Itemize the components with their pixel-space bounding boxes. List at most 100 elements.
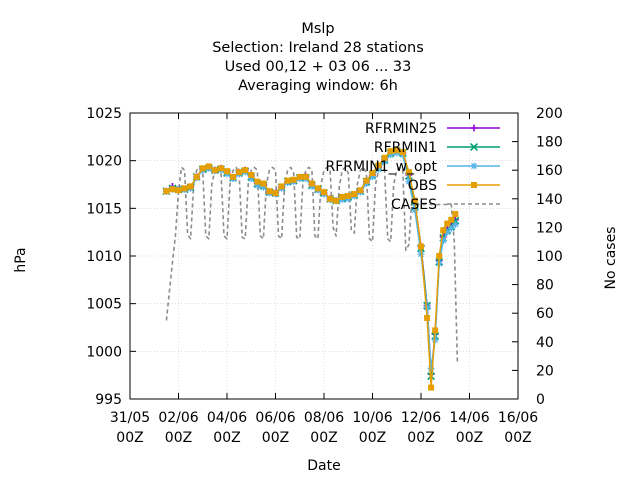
y-tick-label: 1000 bbox=[86, 344, 122, 360]
data-point bbox=[357, 187, 364, 194]
data-point bbox=[266, 188, 273, 195]
y2-tick-label: 60 bbox=[536, 306, 554, 322]
y-axis-ticks: 995 1000 1005 1010 1015 1020 1025 bbox=[86, 106, 136, 408]
y2-tick-label: 140 bbox=[536, 192, 563, 208]
title-line: Used 00,12 + 03 06 ... 33 bbox=[225, 59, 412, 75]
data-point bbox=[290, 176, 297, 183]
x-tick-label-hour: 00Z bbox=[165, 430, 192, 446]
data-point bbox=[427, 365, 435, 372]
x-tick-label-date: 04/06 bbox=[207, 410, 247, 426]
y2-tick-label: 160 bbox=[536, 163, 563, 179]
data-point bbox=[199, 165, 206, 172]
data-point bbox=[302, 173, 309, 180]
grid bbox=[130, 113, 518, 399]
data-point bbox=[181, 185, 188, 192]
x-tick-label-date: 06/06 bbox=[255, 410, 295, 426]
data-point bbox=[339, 193, 346, 200]
chart-title: Mslp Selection: Ireland 28 stations Used 0… bbox=[212, 21, 424, 94]
data-point bbox=[387, 151, 395, 159]
data-point bbox=[411, 197, 418, 204]
data-point bbox=[424, 314, 431, 321]
x-axis-label: Date bbox=[307, 458, 340, 474]
data-point bbox=[375, 162, 382, 169]
legend-marker bbox=[470, 143, 478, 151]
y2-tick-label: 120 bbox=[536, 220, 563, 236]
data-point bbox=[260, 180, 267, 187]
data-point bbox=[423, 304, 431, 311]
data-point bbox=[242, 167, 249, 174]
series-lines bbox=[162, 147, 460, 391]
x-tick-label-date: 02/06 bbox=[158, 410, 198, 426]
data-point bbox=[393, 147, 400, 154]
y2-tick-label: 100 bbox=[536, 249, 563, 265]
data-point bbox=[432, 327, 439, 334]
x-tick-label-hour: 00Z bbox=[359, 430, 386, 446]
data-point bbox=[363, 177, 370, 184]
data-point bbox=[163, 188, 170, 195]
data-point bbox=[444, 220, 451, 227]
x-tick-label-hour: 00Z bbox=[456, 430, 483, 446]
x-tick-label-date: 16/06 bbox=[498, 410, 538, 426]
data-point bbox=[175, 187, 182, 194]
legend-label: RFRMIN1 bbox=[374, 140, 437, 156]
data-point bbox=[314, 185, 321, 192]
data-point bbox=[448, 216, 455, 223]
y2-tick-label: 80 bbox=[536, 278, 554, 294]
title-line: Selection: Ireland 28 stations bbox=[212, 40, 424, 56]
y-tick-label: 1025 bbox=[86, 106, 122, 122]
data-point bbox=[381, 158, 389, 166]
data-point bbox=[333, 197, 340, 204]
data-point bbox=[381, 154, 388, 161]
x-tick-label-hour: 00Z bbox=[504, 430, 531, 446]
title-line: Averaging window: 6h bbox=[238, 78, 398, 94]
data-point bbox=[296, 173, 303, 180]
data-point bbox=[428, 384, 435, 391]
legend-label: RFRMIN25 bbox=[365, 121, 437, 137]
y-tick-label: 1010 bbox=[86, 249, 122, 265]
x-tick-label-date: 12/06 bbox=[401, 410, 441, 426]
data-point bbox=[387, 148, 394, 155]
data-point bbox=[439, 237, 447, 245]
data-point bbox=[345, 192, 352, 199]
data-point bbox=[248, 171, 255, 178]
data-point bbox=[369, 173, 376, 181]
data-point bbox=[447, 224, 455, 232]
y-tick-label: 1005 bbox=[86, 297, 122, 313]
data-point bbox=[278, 183, 285, 190]
y2-axis-label: No cases bbox=[603, 227, 619, 290]
data-point bbox=[224, 168, 230, 175]
y2-tick-label: 200 bbox=[536, 106, 563, 122]
data-point bbox=[253, 182, 261, 189]
x-tick-label-date: 08/06 bbox=[304, 410, 344, 426]
title-line: Mslp bbox=[301, 21, 334, 37]
data-point bbox=[284, 177, 291, 184]
data-point bbox=[418, 243, 424, 250]
x-tick-label-date: 10/06 bbox=[352, 410, 392, 426]
x-tick-label-hour: 00Z bbox=[116, 430, 143, 446]
data-point bbox=[443, 228, 451, 236]
x-axis-ticks: 31/05 00Z 02/06 00Z 04/06 00Z 06/06 00Z 08/06 00Z… bbox=[110, 113, 538, 446]
y2-tick-label: 40 bbox=[536, 335, 554, 351]
data-point bbox=[211, 167, 218, 174]
series-obs bbox=[163, 147, 459, 391]
data-point bbox=[375, 165, 382, 173]
legend-marker bbox=[470, 162, 478, 170]
y-tick-label: 995 bbox=[95, 392, 122, 408]
data-point bbox=[399, 149, 406, 156]
legend-label: OBS bbox=[408, 178, 437, 194]
y2-tick-label: 0 bbox=[536, 392, 545, 408]
data-point bbox=[187, 183, 194, 190]
data-point bbox=[193, 173, 200, 180]
data-point bbox=[272, 190, 279, 197]
series-line bbox=[165, 166, 459, 364]
series-cases bbox=[165, 166, 459, 364]
legend-marker bbox=[470, 124, 478, 132]
data-point bbox=[351, 191, 358, 198]
legend-marker bbox=[471, 182, 477, 188]
x-tick-label-hour: 00Z bbox=[213, 430, 240, 446]
y-tick-label: 1015 bbox=[86, 201, 122, 217]
legend-label: RFRMIN1_w_opt bbox=[326, 159, 438, 175]
y2-axis-ticks: 0 20 40 60 80 100 120 140 160 180 200 bbox=[512, 106, 563, 408]
data-point bbox=[247, 175, 255, 183]
